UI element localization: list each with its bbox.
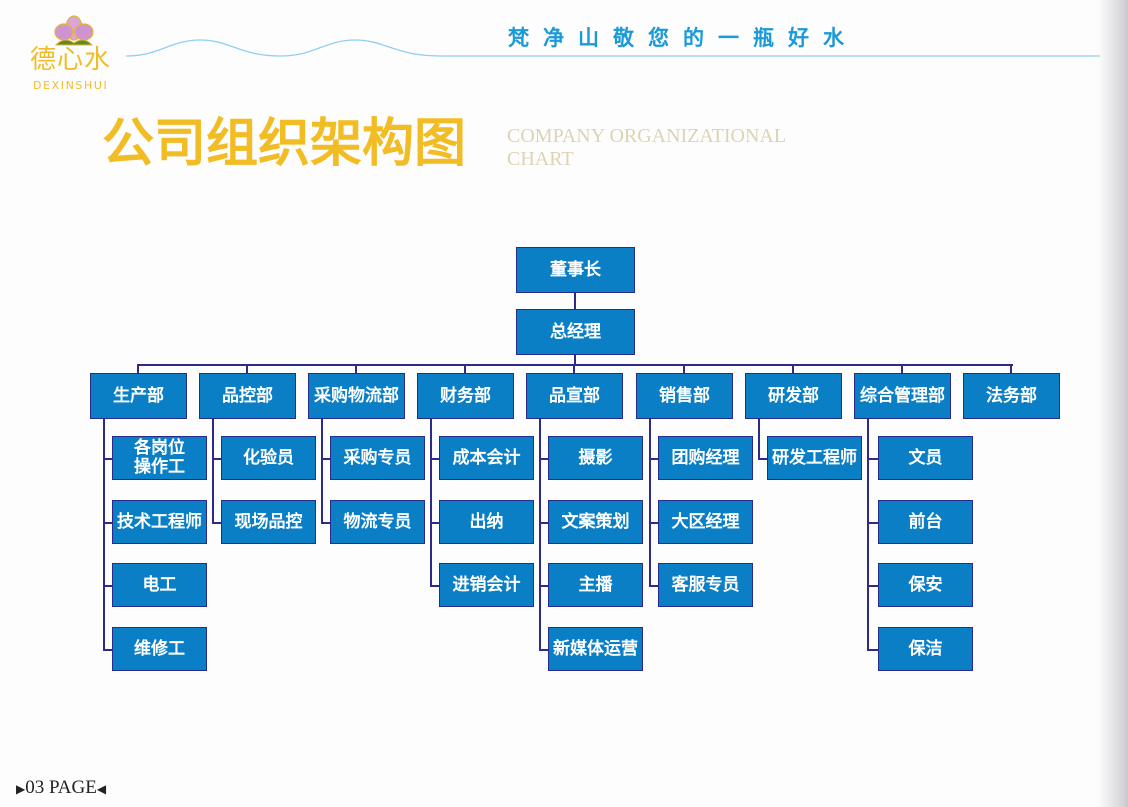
position-box: 客服专员 [658, 563, 753, 607]
connector [355, 364, 357, 374]
connector [758, 458, 767, 460]
connector [138, 364, 1013, 366]
position-box: 维修工 [112, 627, 207, 671]
position-box: 各岗位 操作工 [112, 436, 207, 480]
connector [683, 364, 685, 374]
position-box: 摄影 [548, 436, 643, 480]
slogan: 梵净山敬您的一瓶好水 [508, 26, 858, 50]
position-box: 文案策划 [548, 500, 643, 544]
connector [867, 458, 878, 460]
connector [539, 419, 541, 649]
position-box: 物流专员 [330, 500, 425, 544]
department-box: 研发部 [745, 373, 842, 419]
position-box: 电工 [112, 563, 207, 607]
connector [430, 585, 439, 587]
position-box: 技术工程师 [112, 500, 207, 544]
connector [758, 419, 760, 458]
connector [103, 649, 112, 651]
connector [1010, 364, 1012, 374]
position-box: 前台 [878, 500, 973, 544]
position-box: 大区经理 [658, 500, 753, 544]
connector [103, 585, 112, 587]
department-box: 品宣部 [526, 373, 623, 419]
connector [901, 364, 903, 374]
position-box: 新媒体运营 [548, 627, 643, 671]
position-box: 团购经理 [658, 436, 753, 480]
connector [649, 458, 658, 460]
department-box: 财务部 [417, 373, 514, 419]
position-box: 现场品控 [221, 500, 316, 544]
lotus-icon [54, 15, 94, 46]
logo-text: 德心水 [30, 45, 112, 75]
logo: 德心水 DEXINSHUI [28, 14, 120, 94]
connector [792, 364, 794, 374]
position-box: 保安 [878, 563, 973, 607]
connector [649, 419, 651, 585]
connector [464, 364, 466, 374]
connector [103, 458, 112, 460]
page-subtitle: COMPANY ORGANIZATIONAL CHART [507, 125, 786, 170]
position-box: 文员 [878, 436, 973, 480]
connector [539, 458, 548, 460]
connector [430, 458, 439, 460]
department-box: 采购物流部 [308, 373, 405, 419]
position-box: 进销会计 [439, 563, 534, 607]
position-box: 研发工程师 [767, 436, 862, 480]
position-box: 出纳 [439, 500, 534, 544]
connector [430, 419, 432, 585]
department-box: 生产部 [90, 373, 187, 419]
connector [867, 419, 869, 649]
connector [246, 364, 248, 374]
chairman-box: 董事长 [516, 247, 635, 293]
connector [867, 649, 878, 651]
position-box: 保洁 [878, 627, 973, 671]
wave-decoration [125, 39, 1100, 57]
connector [212, 458, 221, 460]
department-box: 法务部 [963, 373, 1060, 419]
connector [212, 522, 221, 524]
arrow-left-icon: ◀ [96, 782, 107, 796]
connector [321, 458, 330, 460]
connector [321, 522, 330, 524]
connector [103, 419, 105, 649]
position-box: 主播 [548, 563, 643, 607]
position-box: 化验员 [221, 436, 316, 480]
connector [574, 293, 576, 309]
connector [137, 364, 139, 374]
connector [574, 355, 576, 365]
arrow-right-icon: ▶ [16, 782, 26, 796]
connector [649, 522, 658, 524]
position-box: 成本会计 [439, 436, 534, 480]
logo-subtext: DEXINSHUI [33, 79, 109, 92]
connector [649, 585, 658, 587]
general-manager-box: 总经理 [516, 309, 635, 355]
position-box: 采购专员 [330, 436, 425, 480]
page-label: 03 PAGE [25, 777, 97, 798]
connector [103, 522, 112, 524]
department-box: 品控部 [199, 373, 296, 419]
connector [539, 585, 548, 587]
page-edge-shadow [1098, 0, 1128, 807]
department-box: 综合管理部 [854, 373, 951, 419]
connector [573, 364, 575, 374]
page-number: ▶03 PAGE◀ [16, 777, 106, 799]
connector [212, 419, 214, 522]
connector [867, 522, 878, 524]
page-title: 公司组织架构图 [102, 113, 467, 174]
connector [321, 419, 323, 522]
department-box: 销售部 [636, 373, 733, 419]
connector [539, 522, 548, 524]
connector [539, 649, 548, 651]
connector [430, 522, 439, 524]
connector [867, 585, 878, 587]
